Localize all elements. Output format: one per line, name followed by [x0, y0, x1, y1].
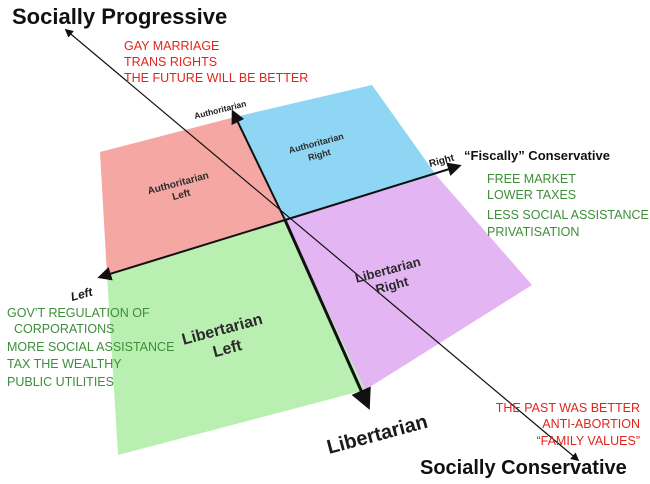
- note-fiscal-left-2: CORPORATIONS: [14, 322, 114, 336]
- note-fiscal-left-4: TAX THE WEALTHY: [7, 357, 122, 371]
- notes-progressive: GAY MARRIAGE TRANS RIGHTS THE FUTURE WIL…: [124, 39, 308, 85]
- axis-label-left: Left: [69, 284, 95, 303]
- note-conservative-2: ANTI-ABORTION: [542, 417, 640, 431]
- note-progressive-1: GAY MARRIAGE: [124, 39, 219, 53]
- quadrant-label-authoritarian-left-line2: Left: [171, 187, 192, 203]
- notes-fiscal-right: FREE MARKET LOWER TAXES LESS SOCIAL ASSI…: [487, 172, 649, 239]
- axis-label-libertarian: Libertarian: [325, 411, 431, 459]
- note-fiscal-right-1: FREE MARKET: [487, 172, 576, 186]
- note-fiscal-right-2: LOWER TAXES: [487, 188, 576, 202]
- heading-fiscally-conservative: “Fiscally” Conservative: [464, 148, 610, 163]
- note-progressive-2: TRANS RIGHTS: [124, 55, 217, 69]
- note-fiscal-left-5: PUBLIC UTILITIES: [7, 375, 114, 389]
- heading-socially-conservative: Socially Conservative: [420, 457, 627, 479]
- note-fiscal-left-3: MORE SOCIAL ASSISTANCE: [7, 340, 174, 354]
- heading-socially-progressive: Socially Progressive: [12, 4, 227, 29]
- note-fiscal-right-4: PRIVATISATION: [487, 225, 579, 239]
- note-fiscal-right-3: LESS SOCIAL ASSISTANCE: [487, 208, 649, 222]
- notes-conservative: THE PAST WAS BETTER ANTI-ABORTION “FAMIL…: [496, 401, 640, 448]
- note-conservative-1: THE PAST WAS BETTER: [496, 401, 640, 415]
- note-conservative-3: “FAMILY VALUES”: [536, 434, 640, 448]
- notes-fiscal-left: GOV’T REGULATION OF CORPORATIONS MORE SO…: [7, 306, 174, 389]
- note-fiscal-left-1: GOV’T REGULATION OF: [7, 306, 150, 320]
- note-progressive-3: THE FUTURE WILL BE BETTER: [124, 71, 308, 85]
- social-axis-arrow: [64, 28, 580, 462]
